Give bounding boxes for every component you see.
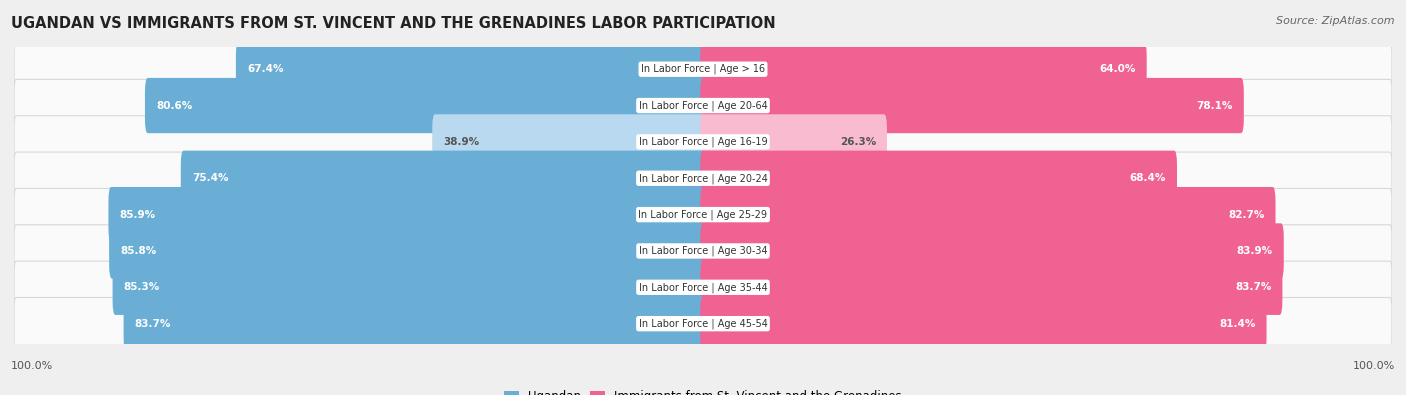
Text: 68.4%: 68.4%	[1129, 173, 1166, 183]
Text: 83.7%: 83.7%	[1234, 282, 1271, 292]
FancyBboxPatch shape	[14, 297, 1392, 350]
FancyBboxPatch shape	[700, 114, 887, 169]
Text: In Labor Force | Age > 16: In Labor Force | Age > 16	[641, 64, 765, 75]
FancyBboxPatch shape	[108, 187, 706, 242]
Text: In Labor Force | Age 30-34: In Labor Force | Age 30-34	[638, 246, 768, 256]
FancyBboxPatch shape	[145, 78, 706, 133]
FancyBboxPatch shape	[700, 150, 1177, 206]
FancyBboxPatch shape	[14, 261, 1392, 314]
Text: 85.9%: 85.9%	[120, 210, 156, 220]
Text: Source: ZipAtlas.com: Source: ZipAtlas.com	[1277, 16, 1395, 26]
Text: 100.0%: 100.0%	[1353, 361, 1395, 371]
FancyBboxPatch shape	[700, 187, 1275, 242]
FancyBboxPatch shape	[236, 41, 706, 97]
FancyBboxPatch shape	[700, 223, 1284, 278]
Text: In Labor Force | Age 25-29: In Labor Force | Age 25-29	[638, 209, 768, 220]
FancyBboxPatch shape	[700, 260, 1282, 315]
FancyBboxPatch shape	[700, 78, 1244, 133]
FancyBboxPatch shape	[14, 116, 1392, 168]
Text: UGANDAN VS IMMIGRANTS FROM ST. VINCENT AND THE GRENADINES LABOR PARTICIPATION: UGANDAN VS IMMIGRANTS FROM ST. VINCENT A…	[11, 16, 776, 31]
Legend: Ugandan, Immigrants from St. Vincent and the Grenadines: Ugandan, Immigrants from St. Vincent and…	[505, 390, 901, 395]
Text: In Labor Force | Age 20-64: In Labor Force | Age 20-64	[638, 100, 768, 111]
FancyBboxPatch shape	[112, 260, 706, 315]
Text: 67.4%: 67.4%	[247, 64, 284, 74]
Text: 81.4%: 81.4%	[1219, 319, 1256, 329]
Text: In Labor Force | Age 45-54: In Labor Force | Age 45-54	[638, 318, 768, 329]
FancyBboxPatch shape	[124, 296, 706, 351]
Text: In Labor Force | Age 35-44: In Labor Force | Age 35-44	[638, 282, 768, 293]
Text: 85.8%: 85.8%	[120, 246, 156, 256]
Text: 83.9%: 83.9%	[1237, 246, 1272, 256]
FancyBboxPatch shape	[14, 188, 1392, 241]
Text: 26.3%: 26.3%	[839, 137, 876, 147]
Text: 100.0%: 100.0%	[11, 361, 53, 371]
Text: 38.9%: 38.9%	[443, 137, 479, 147]
Text: 78.1%: 78.1%	[1197, 101, 1233, 111]
Text: 85.3%: 85.3%	[124, 282, 160, 292]
FancyBboxPatch shape	[432, 114, 706, 169]
Text: In Labor Force | Age 16-19: In Labor Force | Age 16-19	[638, 137, 768, 147]
FancyBboxPatch shape	[14, 152, 1392, 205]
Text: In Labor Force | Age 20-24: In Labor Force | Age 20-24	[638, 173, 768, 184]
FancyBboxPatch shape	[14, 79, 1392, 132]
FancyBboxPatch shape	[14, 43, 1392, 95]
Text: 64.0%: 64.0%	[1099, 64, 1136, 74]
Text: 83.7%: 83.7%	[135, 319, 172, 329]
Text: 75.4%: 75.4%	[191, 173, 228, 183]
FancyBboxPatch shape	[700, 41, 1147, 97]
FancyBboxPatch shape	[110, 223, 706, 278]
FancyBboxPatch shape	[181, 150, 706, 206]
Text: 80.6%: 80.6%	[156, 101, 193, 111]
FancyBboxPatch shape	[700, 296, 1267, 351]
Text: 82.7%: 82.7%	[1227, 210, 1264, 220]
FancyBboxPatch shape	[14, 225, 1392, 277]
